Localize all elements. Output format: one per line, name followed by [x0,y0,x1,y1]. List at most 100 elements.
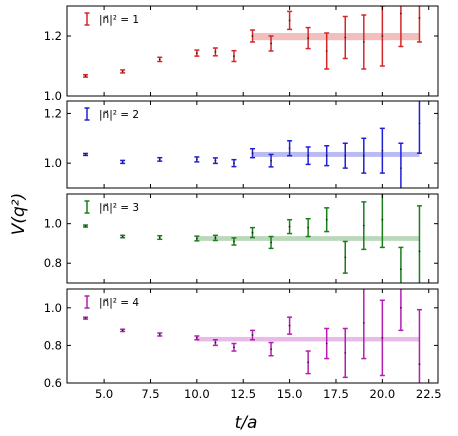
point-marker [381,35,384,37]
data-point [342,240,348,274]
data-point [212,157,218,165]
point-marker [325,342,328,345]
point-marker [121,235,124,238]
data-point [287,10,293,31]
data-point [120,328,126,333]
point-marker [195,158,198,161]
point-marker [362,224,365,227]
panel-4: 0.6 0.8 1.0 |n⃗|² = 4 [44,288,439,390]
data-point [194,49,200,57]
data-point [194,335,200,341]
data-point [305,146,311,166]
data-point [212,339,218,347]
point-marker [195,237,198,240]
point-marker [325,154,328,157]
point-marker [400,12,402,15]
data-point [83,224,89,228]
point-marker [270,159,272,162]
data-point [305,217,311,238]
legend-label: |n⃗|² = 2 [99,109,139,121]
data-point [212,47,218,57]
x-axis-title: t/a [235,413,258,433]
point-marker [418,122,421,125]
point-marker [418,250,421,253]
data-point [398,246,404,283]
point-marker [307,226,310,229]
data-point [231,158,237,168]
plot-area [83,289,422,383]
fit-band [196,336,420,342]
point-marker [233,240,235,243]
point-marker [362,41,365,43]
x-tick-label: 15.0 [277,387,303,401]
point-marker [307,154,310,157]
data-point [157,56,163,63]
point-marker [214,51,217,53]
point-marker [214,237,217,239]
x-tick-label: 7.5 [141,387,159,401]
data-point [416,101,422,154]
point-marker [344,352,347,354]
point-marker [418,363,421,366]
data-point [305,26,311,50]
y-tick-label: 0.6 [44,376,62,390]
legend: |n⃗|² = 2 [84,107,139,121]
point-marker [158,236,161,239]
point-marker [400,268,402,271]
point-marker [84,317,87,320]
data-point [268,341,274,357]
data-point [398,6,404,48]
legend: |n⃗|² = 1 [84,12,139,26]
data-point [268,35,274,52]
y-tick-label: 1.0 [44,217,62,231]
point-marker [84,225,87,227]
point-marker [288,19,291,22]
y-tick-label: 1.2 [44,106,62,120]
legend-label: |n⃗|² = 1 [99,14,139,26]
data-point [361,289,367,360]
data-point [379,299,385,377]
data-point [120,159,126,165]
point-marker [418,17,421,19]
data-point [416,205,422,283]
panel-2: 1.0 1.2 |n⃗|² = 2 [44,100,439,189]
data-point [250,147,255,159]
point-marker [288,324,291,327]
point-marker [307,361,310,364]
point-marker [158,333,161,336]
point-marker [307,37,310,39]
point-marker [251,35,254,37]
data-point [250,29,255,43]
point-marker [84,75,87,77]
point-marker [121,161,124,163]
point-marker [381,149,384,152]
panel-frame [66,193,439,284]
fit-band [252,151,420,157]
data-point [342,15,348,60]
data-point [398,142,404,188]
point-marker [270,42,272,45]
panel-frame [66,5,439,97]
fit-band [252,33,420,41]
y-tick-label: 0.8 [44,256,62,270]
data-point [250,226,255,239]
data-point [324,327,330,360]
point-marker [214,341,217,344]
fit-band [196,236,420,241]
data-point [416,6,422,43]
data-point [398,289,404,332]
data-point [305,350,311,375]
y-tick-label: 0.8 [44,338,62,352]
x-tick-label: 22.5 [416,387,442,401]
point-marker [251,231,254,234]
data-point [379,127,385,174]
y-tick-label: 1.0 [44,89,62,103]
point-marker [344,36,347,39]
point-marker [233,346,235,349]
x-tick-label: 5.0 [95,387,113,401]
data-point [83,316,89,320]
data-point [416,308,422,383]
y-axis-title: V(q²) [9,193,29,236]
data-point [287,316,293,335]
data-point [157,156,163,162]
